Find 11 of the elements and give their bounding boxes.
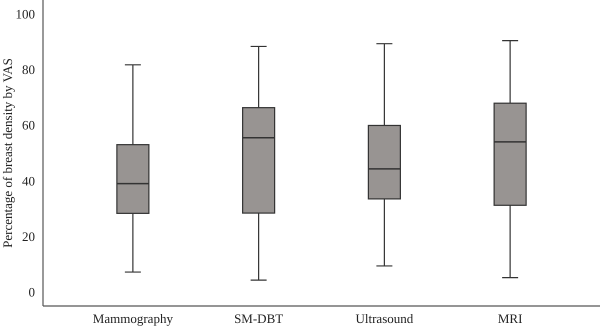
y-tick-label: 20 bbox=[22, 229, 35, 244]
y-tick-label: 0 bbox=[28, 284, 35, 300]
x-tick-label: MRI bbox=[498, 311, 522, 326]
y-tick-label: 60 bbox=[22, 118, 35, 133]
x-tick-label: SM-DBT bbox=[234, 311, 284, 326]
y-tick-label: 80 bbox=[22, 62, 35, 78]
y-tick-label: 100 bbox=[16, 6, 35, 22]
y-tick-label: 40 bbox=[22, 173, 35, 188]
x-tick-label: Mammography bbox=[92, 311, 174, 326]
x-tick-label: Ultrasound bbox=[355, 311, 414, 326]
y-axis-title: Percentage of breast density by VAS bbox=[0, 58, 15, 248]
